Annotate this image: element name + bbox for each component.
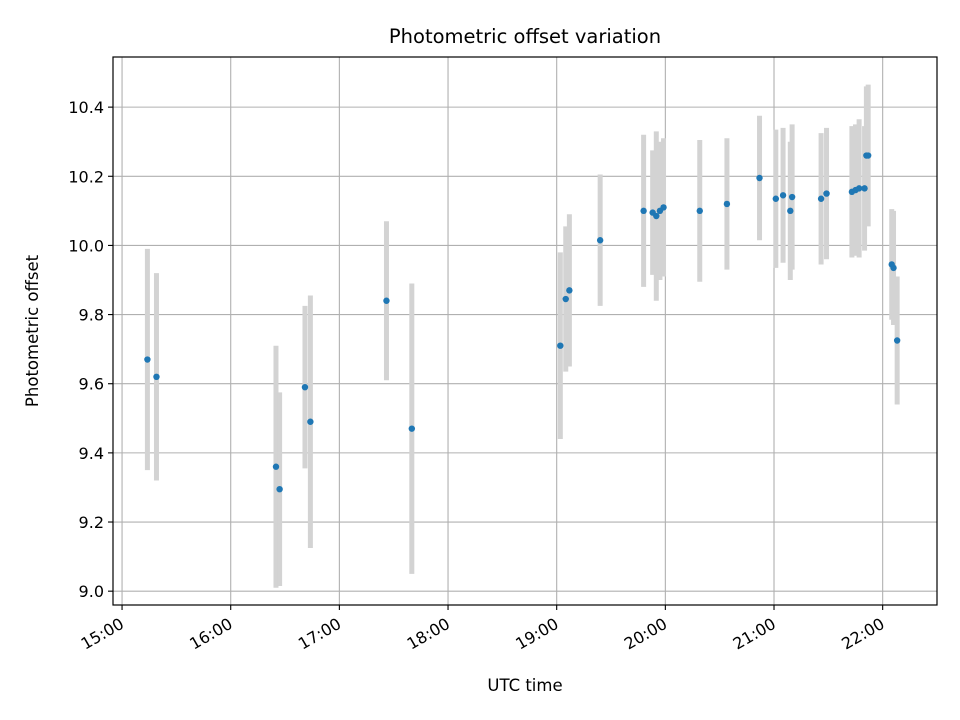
y-tick-label: 10.4	[68, 98, 104, 117]
data-point	[660, 204, 667, 211]
y-axis-label: Photometric offset	[23, 254, 42, 407]
data-point	[823, 190, 830, 197]
data-point	[408, 425, 416, 432]
data-point	[596, 237, 604, 244]
data-point	[723, 200, 731, 208]
y-tick-label: 9.0	[79, 582, 104, 601]
data-point	[557, 342, 564, 349]
data-point	[772, 195, 780, 202]
data-point	[787, 207, 794, 215]
y-tick-label: 9.4	[79, 444, 104, 463]
data-point	[890, 264, 897, 272]
data-point	[562, 295, 569, 303]
data-points	[144, 152, 901, 493]
y-tick-label: 10.0	[68, 236, 104, 255]
data-point	[566, 287, 573, 294]
x-axis-label: UTC time	[487, 676, 562, 695]
chart-title: Photometric offset variation	[389, 25, 661, 48]
data-point	[276, 485, 283, 493]
data-point	[861, 185, 868, 192]
data-point	[153, 373, 160, 381]
data-point	[144, 356, 151, 363]
y-tick-label: 9.8	[79, 306, 104, 325]
data-point	[756, 174, 763, 182]
y-tick-label: 10.2	[68, 167, 104, 186]
data-point	[272, 463, 280, 470]
data-point	[383, 297, 390, 304]
plot-frame	[112, 56, 938, 606]
y-axis-ticks: 9.0 9.2 9.4 9.6 9.8 10.0 10.2 10.4	[68, 98, 113, 601]
data-point	[653, 212, 660, 220]
data-point	[779, 192, 787, 199]
data-point	[640, 207, 647, 215]
grid	[113, 57, 937, 605]
data-point	[817, 195, 825, 202]
data-point	[696, 207, 703, 215]
y-tick-label: 9.2	[79, 513, 104, 532]
y-tick-label: 9.6	[79, 375, 104, 394]
data-point	[864, 152, 872, 159]
data-point	[855, 185, 863, 192]
data-point	[893, 337, 901, 344]
data-point	[788, 193, 796, 201]
plot-area	[113, 57, 937, 605]
data-point	[301, 383, 309, 391]
data-point	[307, 418, 314, 425]
